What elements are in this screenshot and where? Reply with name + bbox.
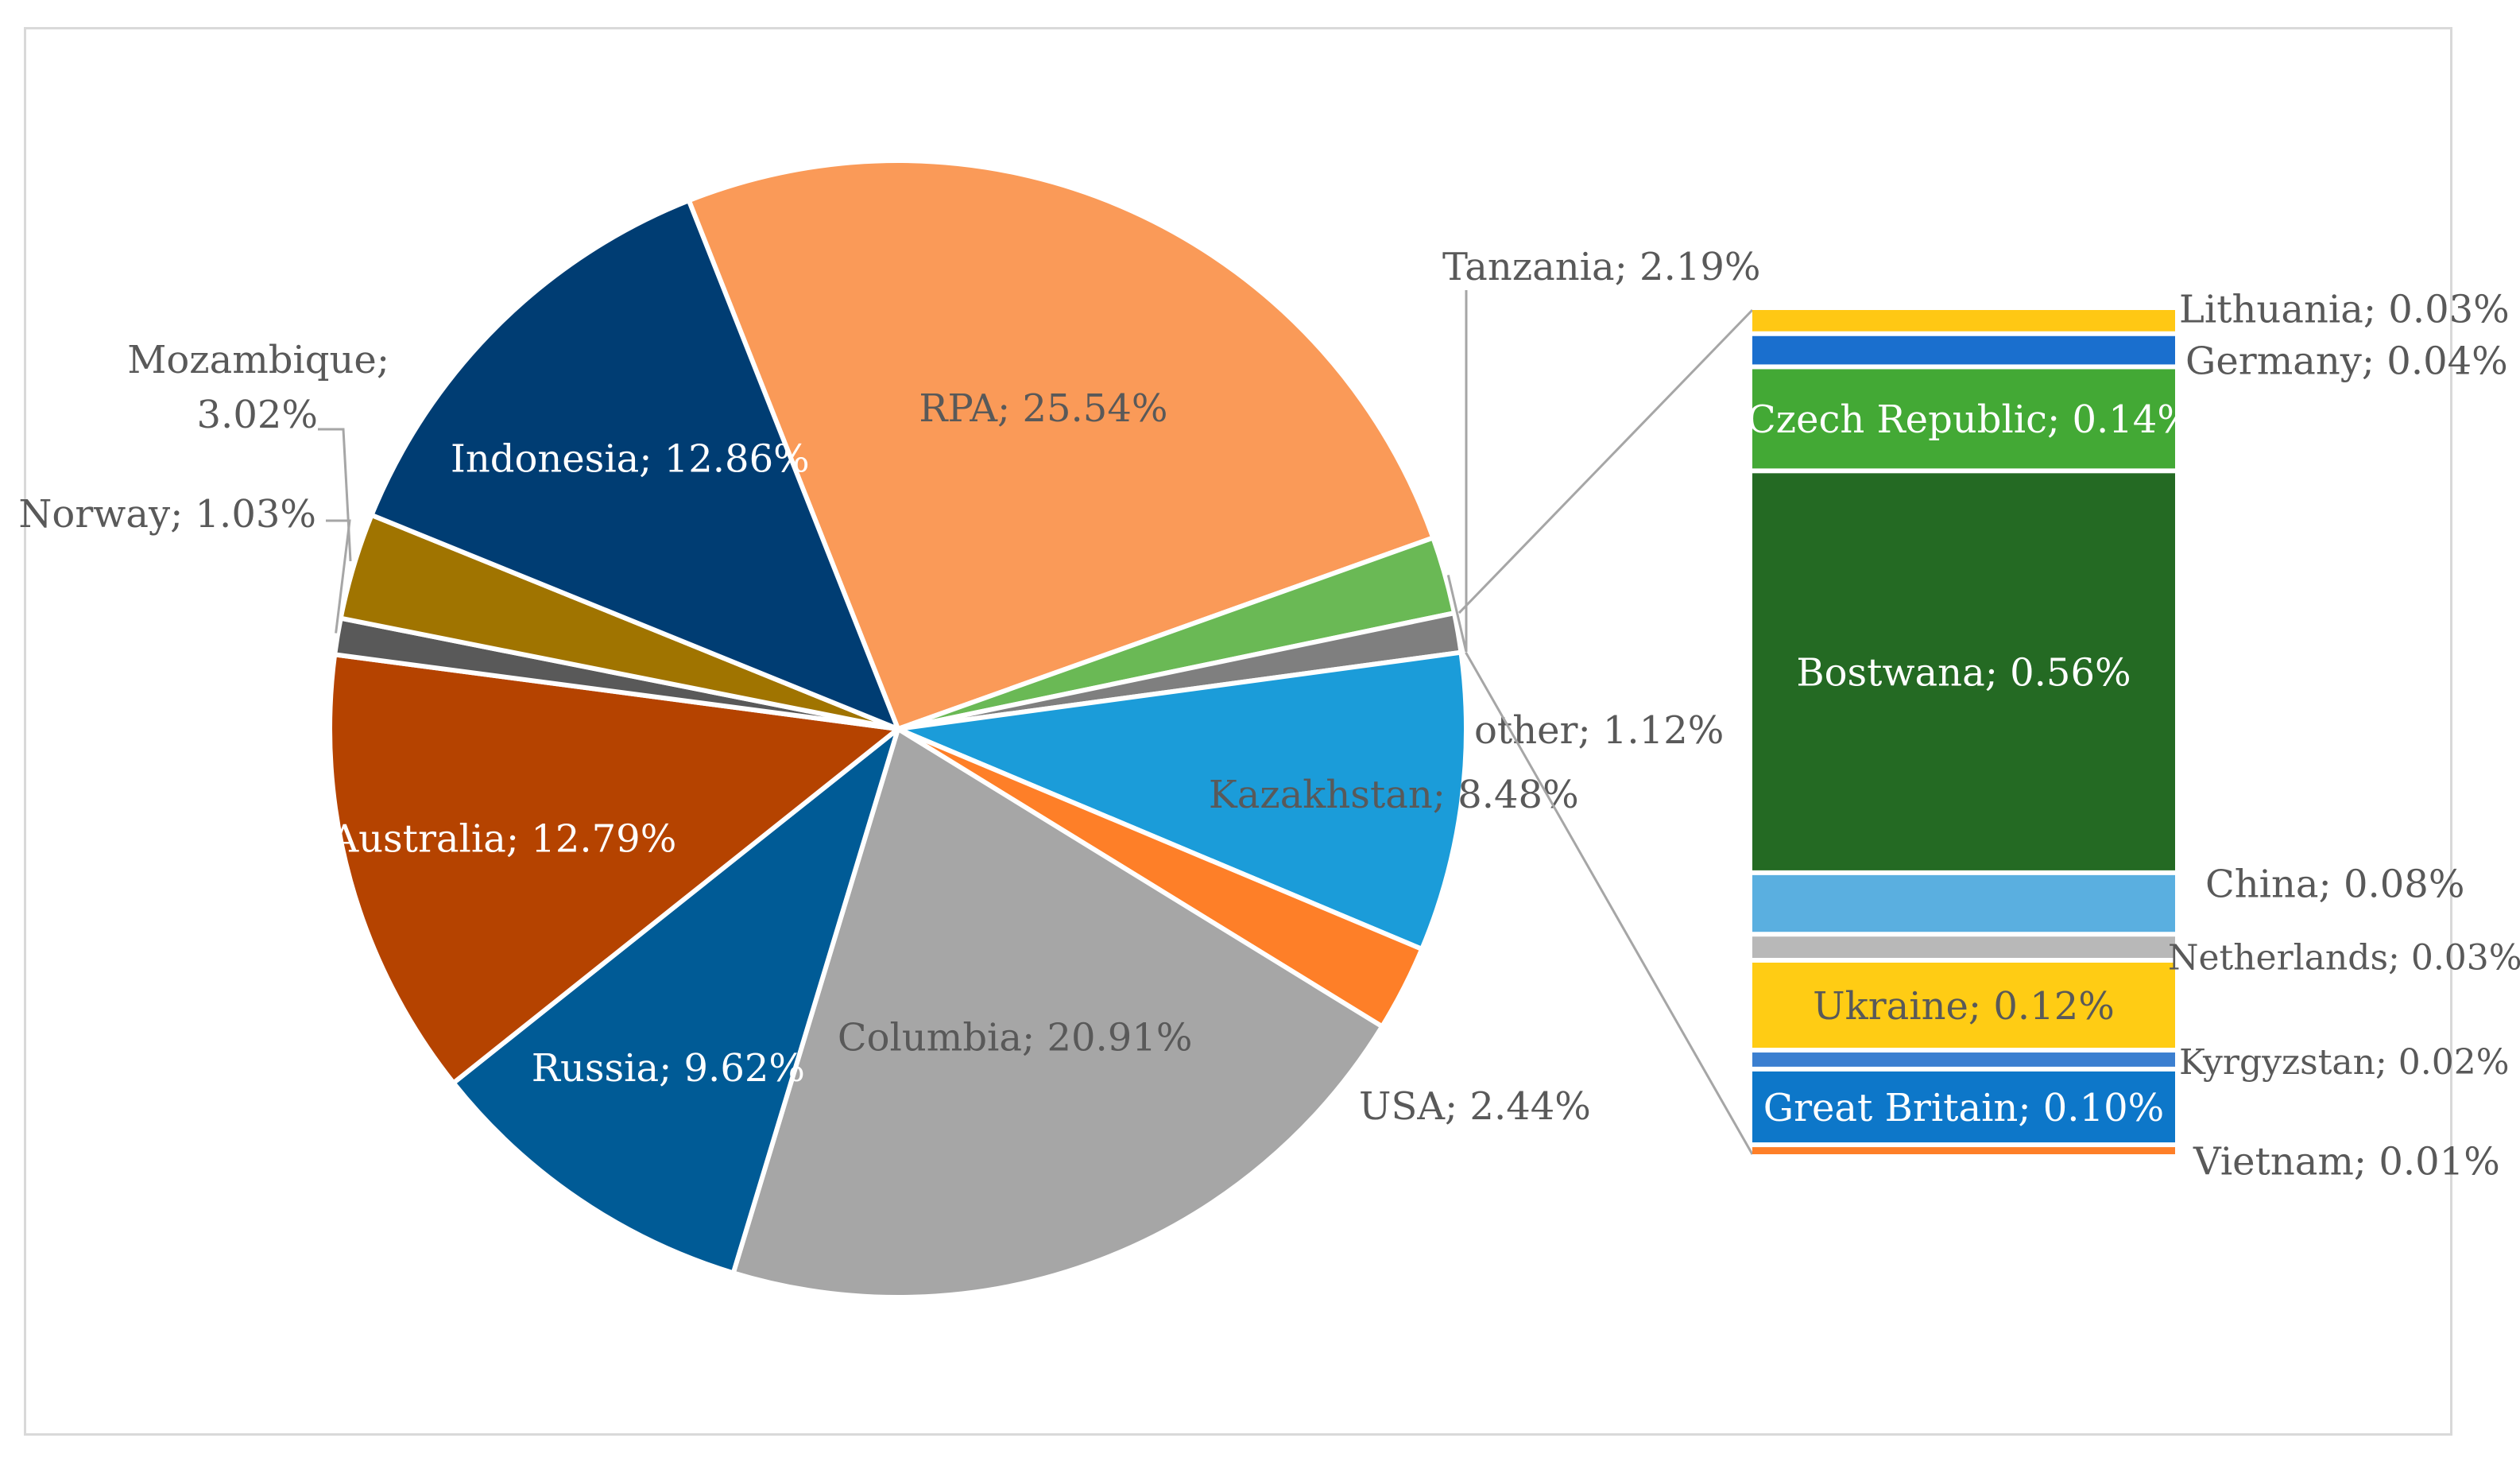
pie-label-australia: Australia; 12.79% — [330, 816, 676, 861]
bar-segment-ukraine[interactable] — [1752, 962, 2175, 1049]
pie-slice-australia[interactable] — [327, 652, 900, 1086]
pie-label-usa: USA; 2.44% — [1359, 1084, 1591, 1129]
bar-label-great-britain: Great Britain; 0.10% — [1763, 1086, 2165, 1130]
pie — [327, 158, 1469, 1300]
pie-label-tanzania: Tanzania; 2.19% — [1442, 245, 1761, 289]
bar-segment-great-britain[interactable] — [1752, 1071, 2175, 1143]
pie-slice-columbia[interactable] — [730, 727, 1385, 1300]
bar-segment-czech-republic[interactable] — [1752, 369, 2175, 469]
pie-slice-rpa[interactable] — [686, 158, 1436, 731]
bar-label-bostwana: Bostwana; 0.56% — [1796, 650, 2131, 695]
connector-line-top — [1457, 308, 1754, 614]
other-breakdown-labels: Lithuania; 0.03% Germany; 0.04% Czech Repu… — [1747, 287, 2520, 1184]
bar-label-kyrgyzstan: Kyrgyzstan; 0.02% — [2179, 1042, 2510, 1083]
pie-label-columbia: Columbia; 20.91% — [838, 1016, 1193, 1060]
leader-line-norway — [326, 519, 351, 634]
pie-label-indonesia: Indonesia; 12.86% — [451, 437, 810, 482]
bar-segment-lithuania[interactable] — [1752, 310, 2175, 331]
connector-line-bottom — [1465, 651, 1754, 1155]
pie-slice-indonesia[interactable] — [369, 198, 900, 731]
bar-label-netherlands: Netherlands; 0.03% — [2168, 938, 2520, 979]
pie-label-mozambique: Mozambique; — [127, 338, 389, 382]
bar-segment-netherlands[interactable] — [1752, 936, 2175, 958]
pie-label-other: other; 1.12% — [1474, 708, 1724, 753]
pie-slice-kazakhstan[interactable] — [896, 649, 1469, 952]
bar-segment-germany[interactable] — [1752, 335, 2175, 365]
bar-label-lithuania: Lithuania; 0.03% — [2179, 287, 2510, 331]
bar-label-ukraine: Ukraine; 0.12% — [1813, 984, 2115, 1029]
bar-label-germany: Germany; 0.04% — [2185, 339, 2508, 384]
bar-segment-bostwana[interactable] — [1752, 473, 2175, 870]
leader-line-tanzania — [1446, 290, 1468, 653]
pie-slice-russia[interactable] — [451, 727, 900, 1276]
pie-label-rpa: RPA; 25.54% — [919, 386, 1167, 431]
pie-label-kazakhstan: Kazakhstan; 8.48% — [1209, 773, 1579, 817]
bar-label-vietnam: Vietnam; 0.01% — [2193, 1140, 2500, 1184]
bar-segment-kyrgyzstan[interactable] — [1752, 1052, 2175, 1067]
bar-segment-vietnam[interactable] — [1752, 1147, 2175, 1154]
other-breakdown-bar — [1752, 310, 2175, 1154]
bar-label-czech-republic: Czech Republic; 0.14% — [1747, 397, 2193, 442]
bar-label-china: China; 0.08% — [2205, 862, 2464, 907]
pie-label-mozambique-value: 3.02% — [197, 393, 318, 437]
pie-label-russia: Russia; 9.62% — [532, 1046, 805, 1091]
bar-segment-china[interactable] — [1752, 874, 2175, 932]
pie-label-norway: Norway; 1.03% — [18, 492, 316, 537]
leader-line-mozambique — [318, 428, 352, 561]
pie-labels: RPA; 25.54% Tanzania; 2.19% other; 1.12% Ka… — [18, 245, 1760, 1129]
